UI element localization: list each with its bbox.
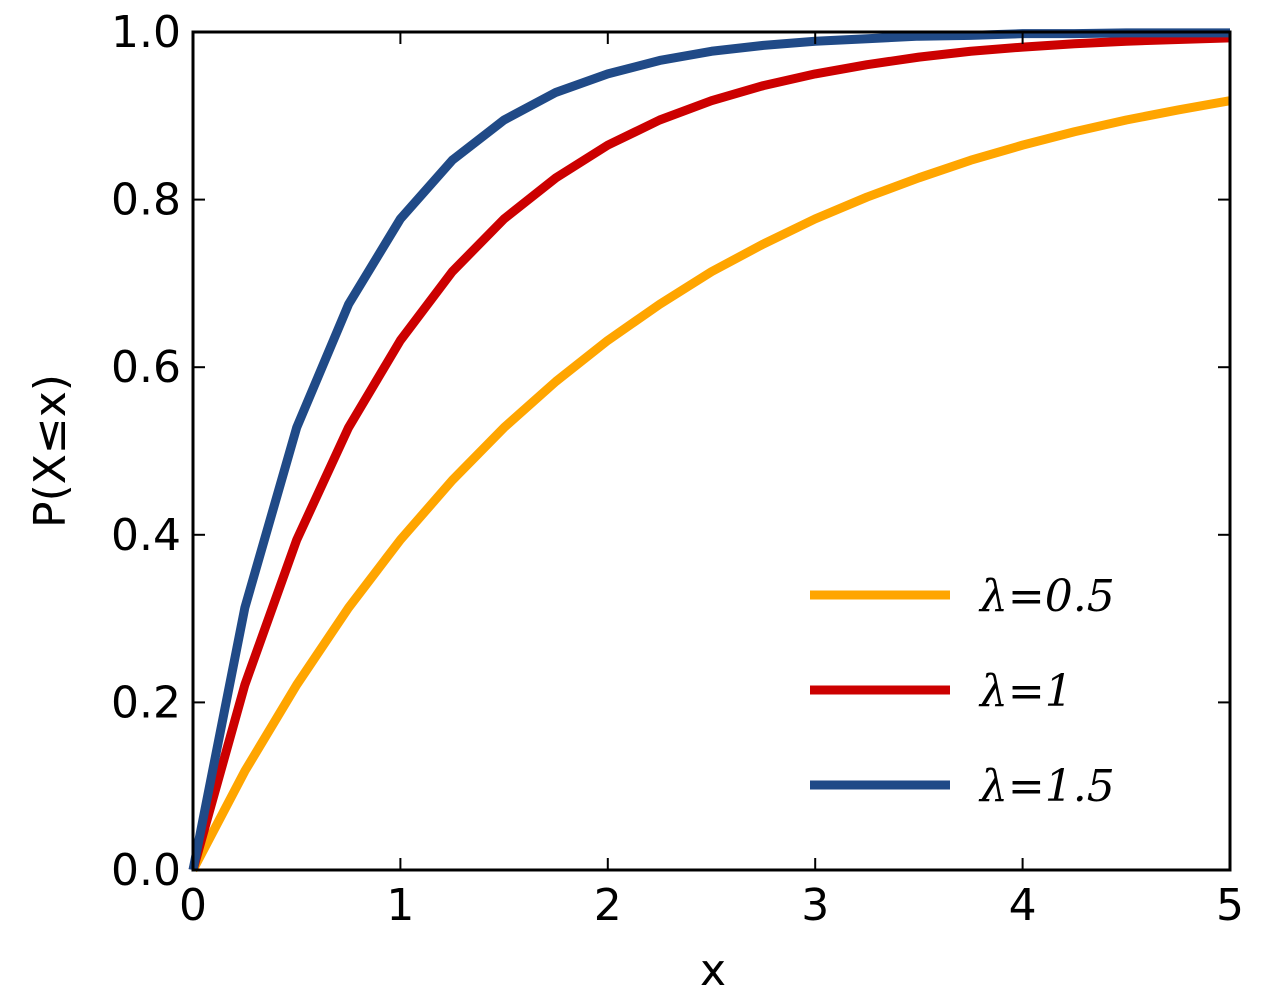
y-tick-label: 0.2 — [111, 677, 181, 728]
legend-label: λ=1.5 — [978, 761, 1115, 812]
legend-label: λ=1 — [978, 666, 1073, 717]
x-tick-label: 4 — [1009, 880, 1037, 931]
x-tick-label: 5 — [1216, 880, 1244, 931]
y-tick-label: 0.0 — [111, 845, 181, 896]
x-tick-label: 2 — [594, 880, 622, 931]
line-series — [188, 33, 1231, 872]
line-series — [189, 96, 1231, 873]
y-tick-label: 1.0 — [111, 7, 181, 58]
x-axis-label: x — [700, 945, 726, 996]
y-tick-label: 0.4 — [111, 510, 181, 561]
x-tick-label: 0 — [179, 880, 207, 931]
x-tick-label: 1 — [386, 880, 414, 931]
y-tick-label: 0.6 — [111, 342, 181, 393]
line-series — [188, 28, 1230, 871]
plot-frame — [191, 30, 1232, 872]
x-tick-label: 3 — [801, 880, 829, 931]
y-axis-label: P(X≤x) — [25, 374, 76, 528]
legend-label: λ=0.5 — [978, 571, 1115, 622]
y-tick-label: 0.8 — [111, 175, 181, 226]
